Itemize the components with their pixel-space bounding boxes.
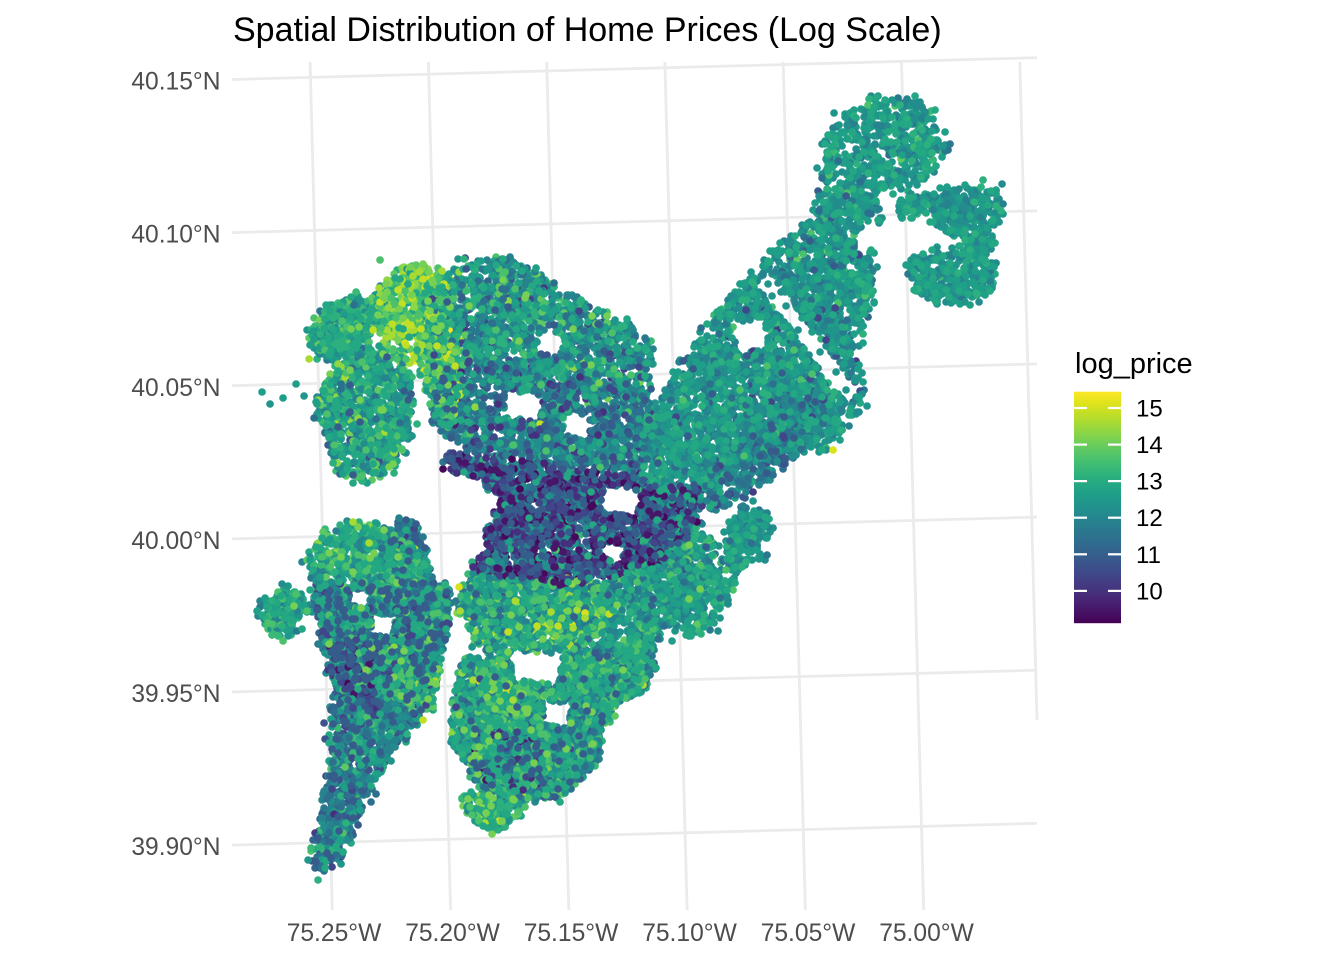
svg-text:40.05°N: 40.05°N	[131, 375, 220, 402]
svg-text:15: 15	[1136, 396, 1163, 423]
svg-text:75.00°W: 75.00°W	[879, 920, 974, 947]
svg-text:75.15°W: 75.15°W	[524, 920, 619, 947]
svg-text:40.00°N: 40.00°N	[131, 528, 220, 555]
svg-text:40.15°N: 40.15°N	[131, 69, 220, 96]
svg-text:log_price: log_price	[1075, 348, 1193, 380]
svg-text:40.10°N: 40.10°N	[131, 222, 220, 249]
svg-text:Spatial Distribution of Home P: Spatial Distribution of Home Prices (Log…	[233, 11, 942, 49]
svg-text:39.90°N: 39.90°N	[131, 834, 220, 861]
svg-text:75.10°W: 75.10°W	[642, 920, 737, 947]
svg-text:75.25°W: 75.25°W	[287, 920, 382, 947]
svg-text:10: 10	[1136, 578, 1163, 605]
svg-text:13: 13	[1136, 469, 1163, 496]
svg-text:14: 14	[1136, 432, 1163, 459]
svg-text:39.95°N: 39.95°N	[131, 681, 220, 708]
svg-text:75.20°W: 75.20°W	[405, 920, 500, 947]
svg-text:11: 11	[1136, 542, 1161, 569]
svg-text:75.05°W: 75.05°W	[761, 920, 856, 947]
svg-text:12: 12	[1136, 505, 1163, 532]
